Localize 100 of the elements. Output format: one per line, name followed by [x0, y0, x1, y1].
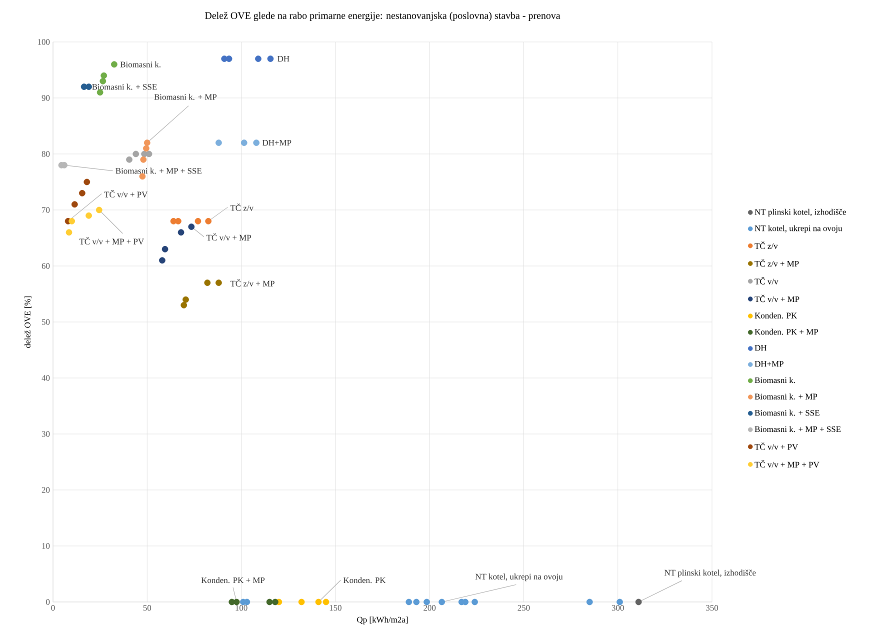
annotation: Biomasni k.: [120, 61, 160, 68]
point: [132, 150, 140, 158]
point: [143, 145, 150, 152]
point: [100, 72, 108, 79]
legend-label: Biomasni k. + SSE: [754, 410, 820, 416]
point: [413, 598, 420, 606]
point: [86, 84, 92, 90]
point: [178, 229, 184, 236]
annotation: Konden. PK + MP: [201, 577, 265, 584]
point: [162, 246, 168, 252]
point: [96, 206, 102, 214]
legend-label: Konden. PK + MP: [754, 328, 818, 335]
point: [68, 218, 76, 224]
point: [175, 218, 182, 224]
legend-label: Konden. PK: [754, 312, 798, 318]
annotation: NT kotel, ukrepi na ovoju: [475, 574, 563, 582]
point: [144, 140, 150, 146]
annotation: TČ z/v: [230, 204, 254, 211]
point: [406, 598, 412, 606]
legend-label: TČ z/v: [754, 242, 778, 249]
point: [216, 280, 222, 286]
point: [66, 229, 72, 236]
legend-label: Biomasni k. + MP: [754, 393, 818, 400]
y-tick-label: 30: [42, 431, 50, 437]
annotation: DH+MP: [262, 140, 292, 146]
point: [71, 201, 78, 208]
point: [204, 280, 211, 286]
point: [472, 598, 478, 606]
x-tick-label: 200: [424, 605, 436, 611]
point: [616, 598, 623, 606]
x-tick-label: 0: [51, 605, 55, 611]
y-tick-label: 100: [38, 39, 50, 45]
point: [315, 598, 322, 606]
annotation: Biomasni k. + MP: [154, 94, 217, 100]
point: [111, 61, 118, 68]
point: [240, 140, 248, 146]
y-tick-label: 60: [42, 263, 50, 269]
x-tick-label: 100: [236, 605, 248, 611]
point: [586, 598, 593, 606]
annotation: Konden. PK: [343, 577, 386, 584]
point: [188, 224, 195, 230]
x-axis-title: Qp [kWh/m2a]: [357, 616, 408, 624]
point: [253, 140, 260, 146]
y-tick-label: 0: [46, 599, 50, 605]
point: [272, 598, 278, 606]
annotation: Biomasni k. + MP + SSE: [116, 168, 202, 174]
x-tick-label: 250: [518, 605, 530, 611]
x-tick-label: 350: [706, 605, 718, 611]
point: [424, 598, 430, 606]
point: [140, 156, 147, 163]
point: [205, 218, 212, 224]
x-tick-label: 50: [143, 605, 152, 611]
point: [266, 598, 273, 606]
point: [226, 56, 232, 62]
annotation: TČ v/v + MP: [206, 233, 252, 241]
y-tick-label: 50: [42, 319, 50, 325]
legend-label: DH+MP: [754, 361, 784, 367]
point: [216, 140, 222, 146]
point: [194, 218, 202, 224]
annotation: TČ v/v + MP + PV: [79, 237, 144, 244]
point: [635, 598, 642, 606]
y-axis-title: delež OVE [%]: [24, 296, 32, 348]
point: [462, 598, 469, 606]
point: [100, 78, 106, 84]
legend-label: TČ v/v: [754, 277, 778, 284]
point: [86, 212, 92, 219]
y-tick-label: 10: [42, 543, 50, 549]
annotation: Biomasni k. + SSE: [92, 84, 157, 90]
legend-label: Biomasni k.: [754, 377, 795, 384]
point: [438, 598, 446, 606]
legend-label: NT kotel, ukrepi na ovoju: [754, 225, 842, 233]
legend-label: DH: [754, 345, 767, 351]
x-tick-label: 150: [330, 605, 342, 611]
annotation: TČ z/v + MP: [230, 279, 274, 286]
point: [322, 598, 330, 606]
point: [78, 190, 86, 196]
x-tick-label: 300: [612, 605, 624, 611]
annotation: TČ v/v + PV: [104, 190, 148, 198]
legend-label: TČ v/v + MP + PV: [754, 460, 820, 468]
point: [182, 296, 189, 303]
point: [267, 56, 274, 62]
point: [84, 178, 90, 186]
legend-label: TČ v/v + MP: [754, 294, 800, 302]
legend-label: NT plinski kotel, izhodišče: [754, 208, 846, 217]
annotation: NT plinski kotel, izhodišče: [664, 570, 756, 578]
y-tick-label: 90: [42, 95, 50, 101]
y-tick-label: 40: [42, 375, 50, 381]
point: [146, 150, 152, 158]
legend-label: TČ v/v + PV: [754, 442, 798, 450]
y-tick-label: 20: [42, 487, 50, 493]
point: [159, 257, 166, 264]
legend-label: TČ z/v + MP: [754, 259, 799, 267]
point: [255, 56, 262, 62]
legend-label: Biomasni k. + MP + SSE: [754, 426, 841, 432]
annotation: DH: [278, 56, 290, 62]
y-tick-label: 70: [42, 207, 50, 213]
point: [298, 598, 305, 606]
y-tick-label: 80: [42, 151, 50, 157]
point: [126, 156, 132, 163]
point: [180, 302, 188, 308]
